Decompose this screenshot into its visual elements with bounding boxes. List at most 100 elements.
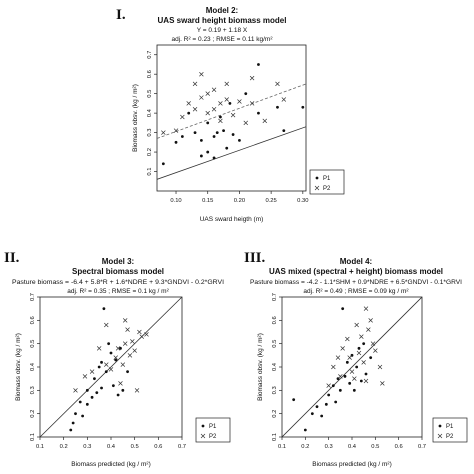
panel-1-equation: Y = 0.19 + 1.18 X — [197, 27, 248, 34]
data-point-p2 — [199, 71, 204, 77]
data-point-p1 — [109, 351, 113, 355]
data-point-p1 — [219, 115, 222, 119]
data-point-p2 — [363, 306, 369, 311]
data-point-p1 — [343, 374, 347, 378]
data-point-p1 — [71, 421, 75, 425]
data-point-p2 — [335, 355, 341, 360]
panel-3-title-line2: UAS mixed (spectral + height) biomass mo… — [269, 267, 443, 276]
data-point-p2 — [349, 369, 355, 374]
legend: P1 P2 — [432, 417, 468, 443]
data-point-p1 — [310, 412, 314, 416]
data-point-p1 — [338, 388, 342, 392]
data-point-p1 — [199, 138, 203, 142]
data-point-p2 — [224, 97, 229, 102]
panel-1-stats: adj. R² = 0.23 ; RMSE = 0.11 kg/m² — [171, 36, 273, 43]
data-point-p2 — [211, 106, 217, 112]
data-point-p2 — [180, 114, 185, 120]
data-point-p1 — [114, 358, 118, 362]
data-point-p1 — [100, 360, 103, 364]
data-point-p2 — [262, 118, 268, 124]
data-point-p2 — [134, 388, 140, 393]
data-point-p1 — [100, 386, 103, 390]
data-point-p1 — [116, 393, 120, 397]
y-tick-label: 0.6 — [147, 70, 153, 78]
data-point-p1 — [276, 105, 279, 109]
data-point-p1 — [257, 111, 260, 115]
data-point-p1 — [324, 402, 328, 406]
data-point-p2 — [89, 369, 95, 374]
data-point-p1 — [225, 146, 229, 150]
data-point-p1 — [102, 307, 106, 311]
legend-marker-p1 — [201, 424, 205, 428]
data-point-p1 — [206, 121, 210, 125]
data-point-p1 — [97, 365, 101, 369]
y-tick-label: 0.4 — [147, 108, 153, 117]
legend-label-p2: P2 — [446, 434, 454, 440]
data-point-p2 — [230, 112, 236, 118]
y-tick-label: 0.1 — [272, 433, 278, 441]
data-point-p1 — [215, 131, 219, 135]
legend-label-p1: P1 — [209, 424, 217, 430]
data-point-p1 — [369, 356, 373, 360]
y-tick-label: 0.2 — [272, 410, 278, 418]
data-point-p2 — [139, 334, 145, 339]
x-tick-label: 0.25 — [265, 198, 276, 204]
y-tick-label: 0.6 — [272, 316, 278, 324]
panel-2-equation: Pasture biomass = -6.4 + 5.8*R + 1.6*NDR… — [12, 279, 224, 286]
data-point-p1 — [187, 111, 191, 115]
data-point-p2 — [211, 87, 217, 93]
legend-label-p2: P2 — [323, 186, 331, 192]
data-point-p2 — [127, 353, 133, 358]
panel-3-equation: Pasture biomass = -4.2 - 1.1*SHM + 0.9*N… — [250, 279, 462, 286]
data-point-p1 — [231, 133, 235, 136]
data-point-p1 — [199, 154, 203, 158]
data-point-p1 — [364, 372, 368, 376]
panel-2-stats: adj. R² = 0.35 ; RMSE = 0.1 kg / m² — [67, 288, 169, 295]
data-point-p2 — [120, 362, 126, 367]
data-point-p2 — [249, 75, 255, 81]
y-tick-label: 0.6 — [30, 316, 36, 324]
data-point-p2 — [218, 118, 223, 124]
data-point-p2 — [132, 348, 137, 353]
y-tick-label: 0.7 — [272, 293, 278, 301]
panel-2-roman: II. — [4, 250, 20, 266]
data-point-p2 — [115, 346, 121, 351]
legend-box — [309, 169, 345, 195]
data-point-p1 — [292, 398, 296, 402]
legend: P1 P2 — [195, 417, 231, 443]
data-point-p1 — [238, 138, 241, 142]
panel-1-plot: 0.10 0.15 0.20 0.25 0.30 0.1 0.2 0.3 0.4 0.5 0.6 0.… — [132, 44, 345, 223]
x-tick-label: 0.5 — [371, 444, 379, 450]
data-point-p2 — [173, 128, 179, 133]
data-point-p2 — [356, 350, 362, 356]
x-tick-label: 0.20 — [234, 198, 245, 204]
x-tick-label: 0.30 — [297, 198, 308, 204]
data-point-p2 — [359, 334, 364, 339]
data-point-p1 — [357, 346, 361, 350]
data-point-p1 — [212, 135, 216, 138]
data-point-p1 — [352, 388, 356, 392]
panel-3-plot: 0.1 0.2 0.3 0.4 0.5 0.6 0.7 0.1 0.2 0.3 0.4 0.5 0.6 0… — [257, 293, 468, 468]
data-point-p2 — [108, 367, 114, 372]
legend-marker-p2 — [314, 185, 320, 191]
y-tick-label: 0.3 — [30, 386, 36, 394]
data-point-p2 — [354, 322, 359, 328]
data-point-p1 — [104, 370, 108, 374]
legend-label-p1: P1 — [446, 424, 454, 430]
data-point-p2 — [192, 106, 198, 112]
data-point-p2 — [122, 341, 128, 346]
panel-2-plot: 0.1 0.2 0.3 0.4 0.5 0.6 0.7 0.1 0.2 0.3 0.4 0.5 0.6 0… — [15, 293, 231, 468]
data-point-p1 — [244, 92, 248, 96]
x-tick-label: 0.3 — [325, 444, 333, 450]
y-tick-label: 0.2 — [30, 410, 36, 418]
reference-line — [40, 297, 182, 437]
data-point-p1 — [95, 391, 99, 395]
x-tick-label: 0.10 — [170, 198, 181, 204]
data-point-p1 — [161, 162, 165, 166]
x-tick-label: 0.4 — [107, 444, 116, 450]
y-tick-label: 0.7 — [147, 51, 153, 59]
y-tick-label: 0.4 — [272, 362, 278, 371]
data-point-p2 — [218, 101, 223, 106]
panel-1-title-line2: UAS sward height biomass model — [158, 16, 287, 25]
